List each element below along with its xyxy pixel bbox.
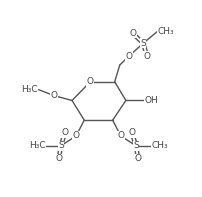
Text: O: O [134,154,141,163]
Text: O: O [129,29,136,38]
Text: O: O [50,91,57,100]
Text: O: O [55,154,62,163]
Text: O: O [125,52,132,61]
Text: O: O [72,131,79,140]
Text: S: S [133,141,138,150]
Text: O: O [86,77,93,86]
Text: S: S [140,39,145,48]
Text: S: S [58,141,63,150]
Text: OH: OH [143,96,157,105]
Text: CH₃: CH₃ [157,27,173,36]
Text: O: O [143,52,150,61]
Text: O: O [128,128,135,138]
Text: CH₃: CH₃ [150,141,167,150]
Text: O: O [117,131,124,140]
Text: H₃C: H₃C [21,85,37,94]
Text: H₃C: H₃C [29,141,45,150]
Text: O: O [61,128,68,138]
